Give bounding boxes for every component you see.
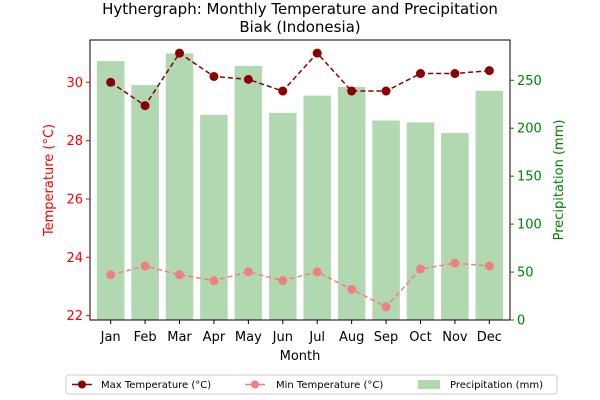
x-tick-label: Mar (167, 330, 192, 345)
y-axis-left: 22 24 26 28 30 (66, 76, 90, 324)
max-temperature-point (140, 101, 150, 111)
x-tick-label: Jan (100, 330, 121, 345)
min-temperature-point (381, 302, 391, 312)
precipitation-bar (441, 133, 469, 320)
min-temperature-point (347, 284, 357, 294)
min-temperature-line (110, 262, 490, 308)
min-temperature-point (175, 270, 185, 280)
max-temperature-point (175, 48, 185, 58)
y-right-tick-label: 200 (517, 122, 542, 137)
x-tick-label: Jun (272, 330, 293, 345)
precipitation-bars (96, 53, 504, 321)
min-temperature-point (140, 261, 150, 271)
legend-precipitation-label: Precipitation (mm) (450, 380, 543, 391)
max-temperature-point (415, 69, 425, 79)
x-tick-label: Feb (134, 330, 157, 345)
legend-max-temperature-label: Max Temperature (°C) (101, 380, 211, 391)
x-tick-label: Dec (477, 330, 502, 345)
x-tick-label: Sep (374, 330, 399, 345)
max-temperature-point (347, 86, 357, 96)
chart-title-line1: Hythergraph: Monthly Temperature and Pre… (102, 0, 498, 18)
precipitation-bar (337, 86, 366, 320)
y-left-tick-label: 22 (66, 309, 83, 324)
precipitation-bar (165, 53, 194, 321)
max-temperature-point (106, 77, 116, 87)
x-tick-label: May (235, 330, 262, 345)
min-temperature-point (312, 267, 322, 277)
precipitation-bar (200, 114, 228, 320)
legend-min-temperature-marker (251, 380, 259, 389)
max-temperature-point (243, 74, 253, 84)
max-temperature-point (450, 69, 460, 79)
y-left-tick-label: 30 (66, 76, 83, 91)
y-axis-right: 0 50 100 150 200 250 (510, 74, 542, 329)
y-left-tick-label: 26 (66, 192, 83, 207)
precipitation-bar (475, 90, 504, 320)
legend-min-temperature-label: Min Temperature (°C) (276, 380, 383, 391)
plot-frame (89, 39, 511, 321)
y-left-tick-label: 24 (66, 251, 83, 266)
precipitation-bar (406, 122, 435, 320)
legend-max-temperature-marker (78, 380, 86, 389)
y-right-tick-label: 150 (517, 170, 542, 185)
precipitation-bar (234, 65, 263, 320)
max-temperature-point (381, 86, 391, 96)
legend-box (65, 374, 558, 395)
x-tick-label: Jul (308, 330, 325, 345)
chart-title-line2: Biak (Indonesia) (239, 18, 360, 36)
x-tick-label: Apr (203, 330, 226, 345)
y-right-tick-label: 0 (517, 314, 525, 329)
max-temperature-point (209, 71, 219, 81)
x-axis: Jan Feb Mar Apr May Jun Jul Aug Sep Oct Nov Dec (100, 320, 502, 345)
x-axis-label: Month (280, 349, 321, 364)
min-temperature-point (415, 264, 425, 274)
x-tick-label: Aug (339, 330, 364, 345)
min-temperature-point (106, 270, 116, 280)
y-right-tick-label: 100 (517, 218, 542, 233)
min-temperature-point (278, 276, 288, 286)
precipitation-bar (269, 112, 297, 320)
max-temperature-point (312, 48, 322, 58)
y-left-tick-label: 28 (66, 134, 83, 149)
y-axis-left-label: Temperature (°C) (42, 124, 57, 237)
max-temperature-point (278, 86, 288, 96)
precipitation-bar (372, 120, 400, 320)
min-temperature-point (209, 276, 219, 286)
max-temperature-point (484, 66, 494, 76)
precipitation-bar (303, 95, 331, 320)
precipitation-bar (96, 61, 125, 321)
y-right-tick-label: 250 (517, 74, 542, 89)
min-temperature-point (450, 258, 460, 268)
temperature-lines (106, 48, 494, 312)
max-temperature-line (110, 52, 490, 107)
x-tick-label: Oct (409, 330, 431, 345)
min-temperature-point (484, 261, 494, 271)
precipitation-bar (131, 85, 159, 320)
x-tick-label: Nov (442, 330, 468, 345)
y-axis-right-label: Precipitation (mm) (552, 120, 567, 241)
legend: Max Temperature (°C) Min Temperature (°C)… (65, 374, 558, 395)
y-right-tick-label: 50 (517, 266, 534, 281)
min-temperature-point (243, 267, 253, 277)
legend-precipitation-swatch (418, 380, 440, 389)
